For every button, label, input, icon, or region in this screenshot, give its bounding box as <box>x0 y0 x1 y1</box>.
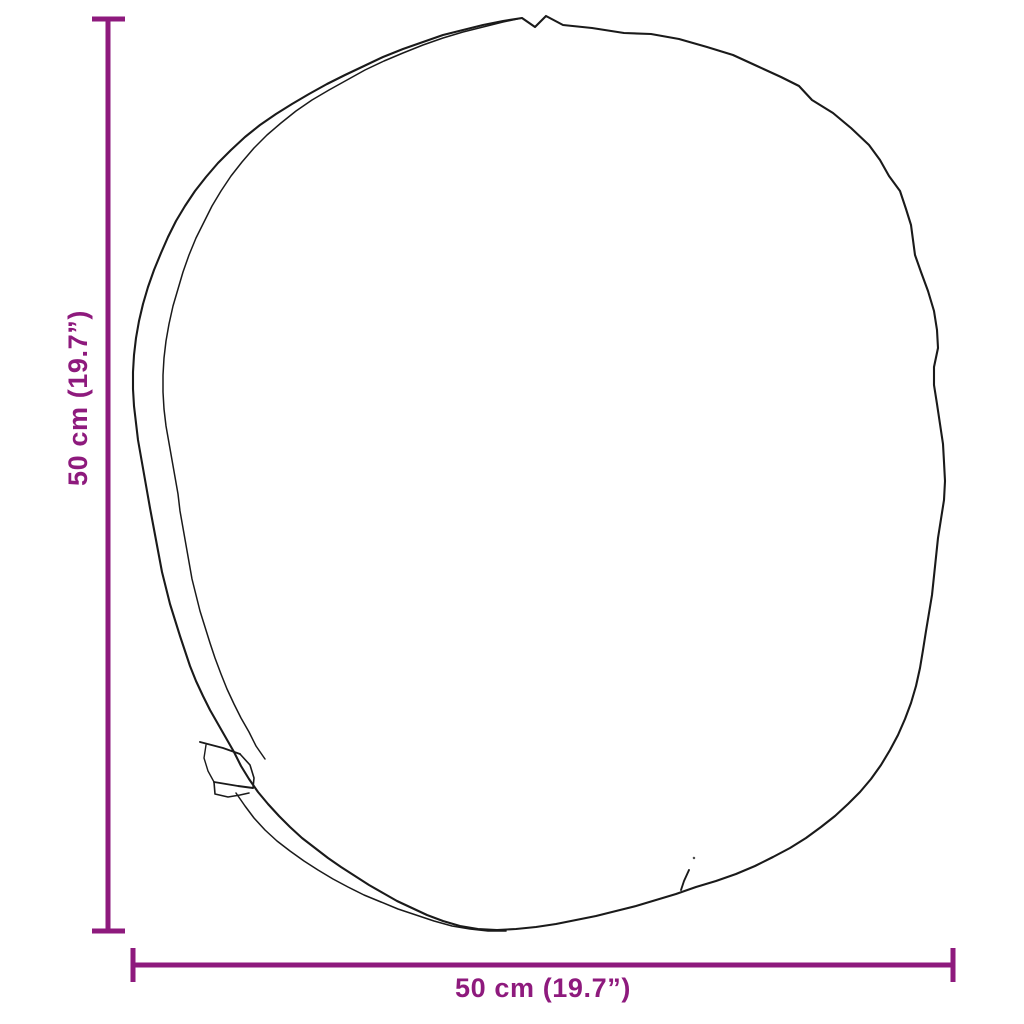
mirror-inner-rim-left <box>162 17 523 760</box>
mirror-bracket-detail-upper <box>199 741 241 755</box>
mirror-bracket-detail-edge <box>239 753 255 789</box>
mirror-bracket-detail-tail <box>203 744 215 783</box>
mirror-inner-rim-lower-left <box>235 792 507 932</box>
height-dimension-line <box>92 16 125 934</box>
height-dimension-label: 50 cm (19.7”) <box>63 310 93 486</box>
mirror-edge-tick-detail <box>680 869 690 891</box>
width-dimension-label: 50 cm (19.7”) <box>455 973 631 1003</box>
mirror-bracket-detail-base <box>213 781 250 798</box>
mirror-edge-speck <box>692 856 696 860</box>
mirror-outer-edge <box>131 14 947 932</box>
mirror-outline-group <box>131 14 947 932</box>
mirror-bracket-detail-lower <box>213 781 254 789</box>
width-dimension-line <box>130 948 956 982</box>
